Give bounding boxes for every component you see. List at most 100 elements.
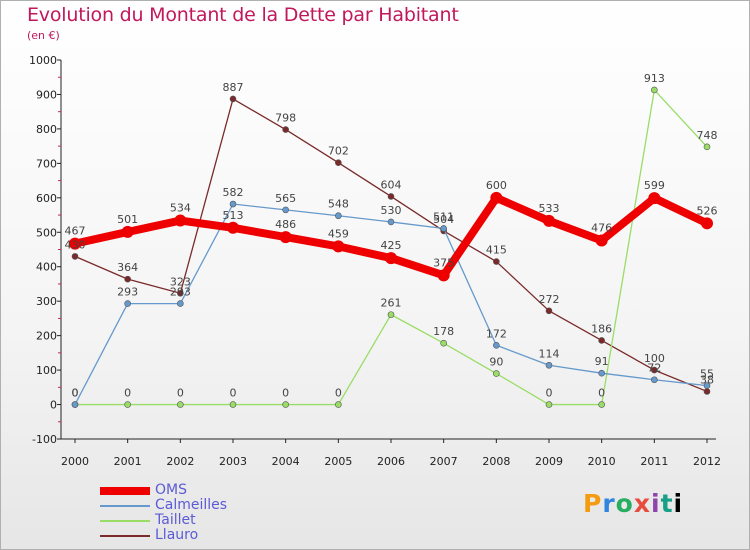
data-label-taillet: 0 <box>230 387 237 400</box>
data-label-llauro: 100 <box>644 352 665 365</box>
y-tick-label: 0 <box>50 399 57 412</box>
legend-label: Llauro <box>155 527 199 543</box>
data-label-taillet: 90 <box>489 356 503 369</box>
data-point-llauro <box>335 159 342 166</box>
data-label-calmeilles: 114 <box>539 347 560 360</box>
y-tick-label: 900 <box>36 88 57 101</box>
data-point-calmeilles <box>545 361 553 369</box>
data-label-calmeilles: 172 <box>486 327 507 340</box>
x-tick-label: 2008 <box>482 455 510 468</box>
logo-letter: x <box>633 489 651 518</box>
data-point-oms <box>279 231 292 244</box>
data-point-taillet <box>598 401 605 408</box>
data-point-oms <box>332 240 345 253</box>
y-tick-label: 600 <box>36 192 57 205</box>
data-point-llauro <box>598 337 605 344</box>
data-label-llauro: 38 <box>700 373 714 386</box>
x-tick-label: 2011 <box>640 455 668 468</box>
data-label-calmeilles: 293 <box>170 286 191 299</box>
data-label-taillet: 0 <box>124 387 131 400</box>
legend-label: Taillet <box>155 512 196 528</box>
y-tick-label: 300 <box>36 295 57 308</box>
logo-letter: P <box>583 489 603 518</box>
x-tick-label: 2009 <box>535 455 563 468</box>
data-point-llauro <box>71 253 79 260</box>
data-label-oms: 533 <box>539 202 560 215</box>
data-label-calmeilles: 72 <box>647 362 661 375</box>
data-label-llauro: 272 <box>539 293 560 306</box>
chart-title: Evolution du Montant de la Dette par Hab… <box>27 4 459 26</box>
logo-letter: i <box>651 489 661 518</box>
data-label-calmeilles: 55 <box>700 368 714 381</box>
data-label-taillet: 0 <box>282 387 289 400</box>
data-label-calmeilles: 0 <box>72 387 79 400</box>
data-label-llauro: 702 <box>328 145 349 158</box>
x-tick-label: 2002 <box>166 455 194 468</box>
data-label-taillet: 0 <box>335 387 342 400</box>
data-point-taillet <box>440 339 447 347</box>
data-label-oms: 459 <box>328 227 349 240</box>
logo-letter: r <box>602 489 616 518</box>
data-point-calmeilles <box>703 382 711 389</box>
chart-axes: -100010020030040050060070080090010002000… <box>29 54 721 468</box>
legend-label: Calmeilles <box>155 497 228 513</box>
data-point-llauro <box>703 388 711 395</box>
data-label-oms: 501 <box>117 213 138 226</box>
logo-letter: t <box>660 489 674 518</box>
data-point-calmeilles <box>282 206 289 214</box>
x-tick-label: 2000 <box>61 455 89 468</box>
data-point-calmeilles <box>493 341 500 349</box>
data-label-calmeilles: 530 <box>381 204 402 217</box>
data-label-llauro: 323 <box>170 275 191 288</box>
data-label-calmeilles: 91 <box>595 355 609 368</box>
data-label-oms: 476 <box>591 222 612 235</box>
data-label-oms: 526 <box>697 204 718 217</box>
data-point-taillet <box>335 401 342 408</box>
x-tick-label: 2003 <box>219 455 247 468</box>
data-label-llauro: 415 <box>486 244 507 257</box>
data-label-oms: 600 <box>486 179 507 192</box>
data-label-llauro: 186 <box>591 322 612 335</box>
x-tick-label: 2012 <box>693 455 721 468</box>
chart-series <box>69 86 713 408</box>
chart-data-labels: 430 364 323 887 798 702 604 504 415 272 186 100 38 0 0… <box>65 72 718 400</box>
data-label-llauro: 504 <box>433 213 454 226</box>
legend-swatch <box>100 505 150 507</box>
data-point-taillet <box>703 143 711 151</box>
data-point-llauro <box>282 126 289 133</box>
x-tick-label: 2007 <box>430 455 458 468</box>
data-label-taillet: 748 <box>697 129 718 142</box>
data-label-oms: 513 <box>223 209 244 222</box>
legend-swatch <box>100 520 150 522</box>
y-tick-label: 1000 <box>29 54 57 67</box>
data-label-llauro: 604 <box>381 178 402 191</box>
data-point-taillet <box>177 401 184 408</box>
x-tick-label: 2005 <box>324 455 352 468</box>
data-point-oms <box>69 237 81 250</box>
x-tick-label: 2001 <box>114 455 142 468</box>
data-point-llauro <box>387 193 395 200</box>
data-label-taillet: 178 <box>433 325 454 338</box>
data-point-taillet <box>387 311 395 318</box>
data-point-calmeilles <box>229 200 237 208</box>
data-point-taillet <box>545 401 553 408</box>
data-label-llauro: 887 <box>223 81 244 94</box>
data-point-oms <box>490 191 503 204</box>
y-tick-label: 700 <box>36 157 57 170</box>
data-label-calmeilles: 565 <box>275 192 296 205</box>
logo-letter: o <box>615 489 634 518</box>
data-point-calmeilles <box>598 369 605 377</box>
x-tick-label: 2004 <box>272 455 300 468</box>
x-tick-label: 2010 <box>588 455 616 468</box>
data-point-llauro <box>229 95 237 103</box>
data-point-llauro <box>124 275 131 283</box>
y-tick-label: 400 <box>36 261 57 274</box>
data-point-taillet <box>124 401 131 408</box>
data-point-llauro <box>493 258 500 265</box>
legend-swatch <box>100 535 150 537</box>
data-point-taillet <box>651 86 658 94</box>
data-point-taillet <box>229 401 237 408</box>
data-label-oms: 599 <box>644 179 665 192</box>
